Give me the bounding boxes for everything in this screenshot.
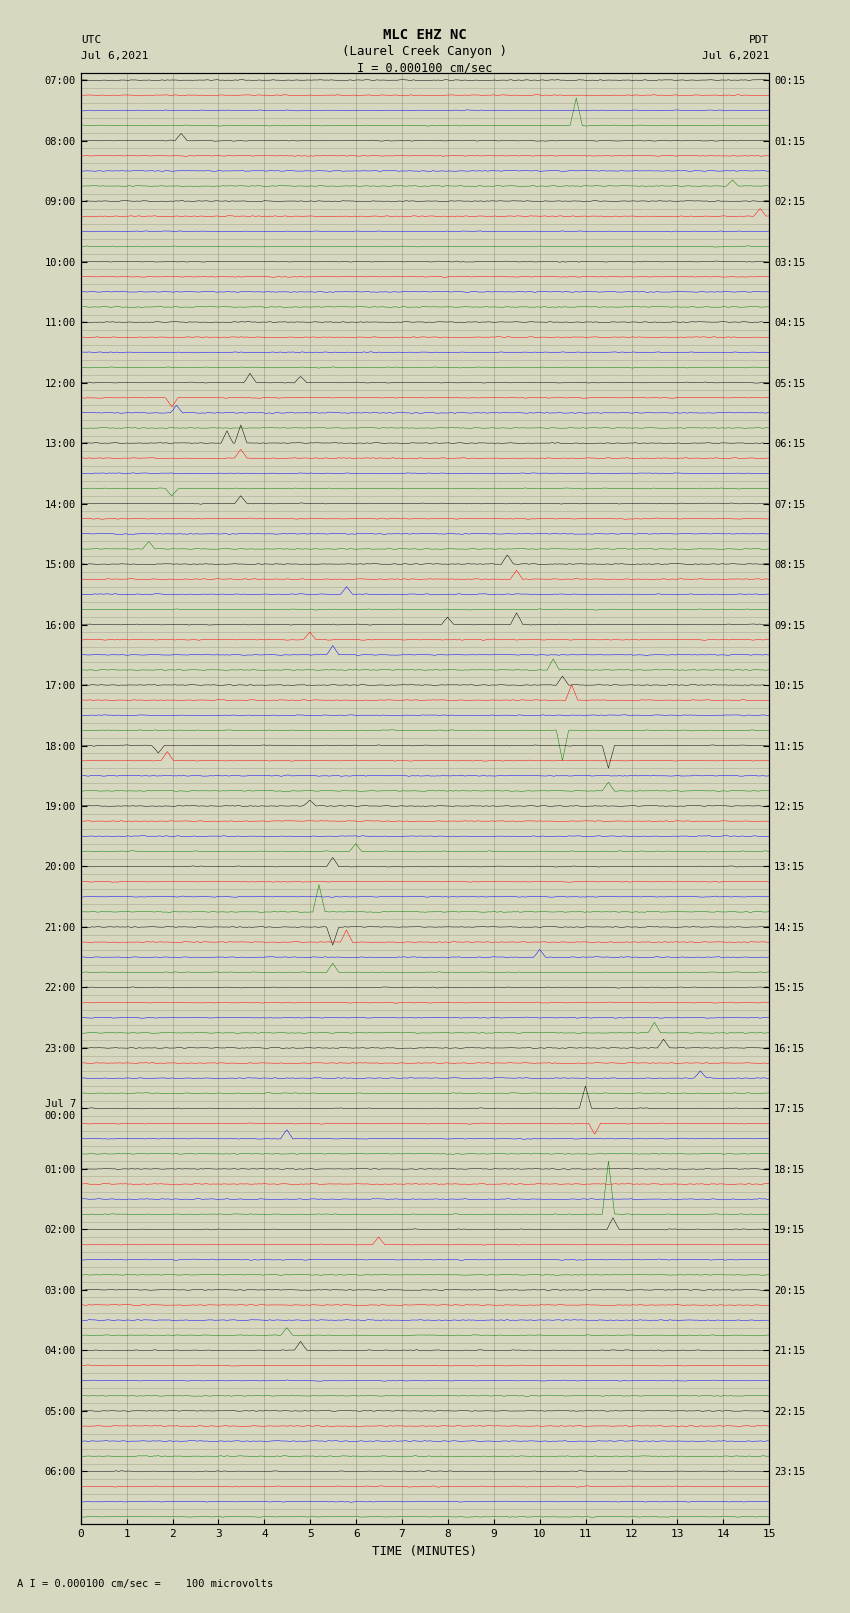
Text: (Laurel Creek Canyon ): (Laurel Creek Canyon ) — [343, 45, 507, 58]
Text: PDT: PDT — [749, 35, 769, 45]
Text: I = 0.000100 cm/sec: I = 0.000100 cm/sec — [357, 61, 493, 74]
Text: Jul 6,2021: Jul 6,2021 — [81, 52, 148, 61]
Text: A I = 0.000100 cm/sec =    100 microvolts: A I = 0.000100 cm/sec = 100 microvolts — [17, 1579, 273, 1589]
X-axis label: TIME (MINUTES): TIME (MINUTES) — [372, 1545, 478, 1558]
Text: UTC: UTC — [81, 35, 101, 45]
Text: Jul 6,2021: Jul 6,2021 — [702, 52, 769, 61]
Text: MLC EHZ NC: MLC EHZ NC — [383, 29, 467, 42]
